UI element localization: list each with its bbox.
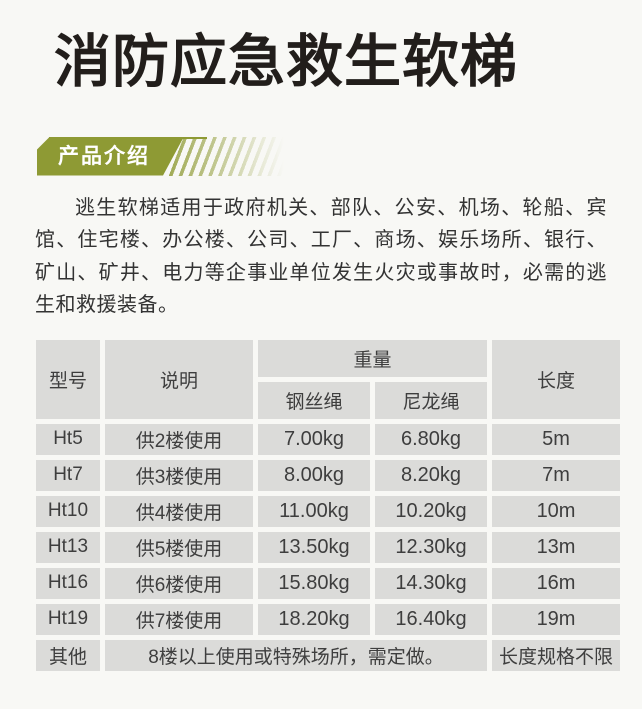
nylon-weight-cell: 6.80kg bbox=[375, 423, 488, 455]
description-cell: 供4楼使用 bbox=[105, 495, 253, 527]
description-cell: 供7楼使用 bbox=[105, 603, 253, 635]
model-cell: Ht19 bbox=[36, 603, 100, 635]
nylon-weight-cell: 16.40kg bbox=[375, 603, 488, 635]
spec-table-body: Ht5 供2楼使用 7.00kg 6.80kg 5m Ht7 供3楼使用 8.0… bbox=[36, 423, 621, 635]
footer-length-cell: 长度规格不限 bbox=[492, 639, 621, 671]
length-cell: 5m bbox=[492, 423, 621, 455]
model-cell: Ht13 bbox=[36, 531, 100, 563]
nylon-weight-cell: 8.20kg bbox=[375, 459, 488, 491]
header-row-1: 型号 说明 重量 长度 bbox=[36, 339, 621, 419]
banner-ribbon: 产品介绍 bbox=[37, 136, 184, 176]
table-row: Ht19 供7楼使用 18.20kg 16.40kg 19m bbox=[36, 603, 621, 635]
description-cell: 供5楼使用 bbox=[105, 531, 253, 563]
steel-weight-cell: 11.00kg bbox=[258, 495, 370, 527]
col-header-model: 型号 bbox=[36, 339, 100, 419]
banner-diagonal-stripes bbox=[164, 136, 284, 176]
description-cell: 供6楼使用 bbox=[105, 567, 253, 599]
footer-row: 其他 8楼以上使用或特殊场所，需定做。 长度规格不限 bbox=[36, 639, 621, 671]
nylon-weight-cell: 14.30kg bbox=[375, 567, 488, 599]
model-cell: Ht10 bbox=[36, 495, 100, 527]
col-header-weight-group: 重量 bbox=[258, 339, 488, 377]
model-cell: Ht7 bbox=[36, 459, 100, 491]
intro-paragraph: 逃生软梯适用于政府机关、部队、公安、机场、轮船、宾馆、住宅楼、办公楼、公司、工厂… bbox=[35, 196, 607, 317]
steel-weight-cell: 18.20kg bbox=[258, 603, 370, 635]
length-cell: 16m bbox=[492, 567, 621, 599]
spec-table-footer: 其他 8楼以上使用或特殊场所，需定做。 长度规格不限 bbox=[36, 639, 621, 671]
steel-weight-cell: 7.00kg bbox=[258, 423, 370, 455]
length-cell: 13m bbox=[492, 531, 621, 563]
footer-note-cell: 8楼以上使用或特殊场所，需定做。 bbox=[105, 639, 488, 671]
description-cell: 供3楼使用 bbox=[105, 459, 253, 491]
col-header-length: 长度 bbox=[492, 339, 621, 419]
steel-weight-cell: 8.00kg bbox=[258, 459, 370, 491]
col-header-description: 说明 bbox=[105, 339, 253, 419]
table-row: Ht13 供5楼使用 13.50kg 12.30kg 13m bbox=[36, 531, 621, 563]
table-row: Ht7 供3楼使用 8.00kg 8.20kg 7m bbox=[36, 459, 621, 491]
footer-model-cell: 其他 bbox=[36, 639, 100, 671]
table-row: Ht10 供4楼使用 11.00kg 10.20kg 10m bbox=[36, 495, 621, 527]
nylon-weight-cell: 10.20kg bbox=[375, 495, 488, 527]
col-header-nylon-rope: 尼龙绳 bbox=[375, 381, 488, 419]
spec-table-header: 型号 说明 重量 长度 钢丝绳 尼龙绳 bbox=[36, 339, 621, 419]
col-header-steel-rope: 钢丝绳 bbox=[258, 381, 370, 419]
length-cell: 10m bbox=[492, 495, 621, 527]
model-cell: Ht16 bbox=[36, 567, 100, 599]
table-row: Ht5 供2楼使用 7.00kg 6.80kg 5m bbox=[36, 423, 621, 455]
steel-weight-cell: 15.80kg bbox=[258, 567, 370, 599]
table-row: Ht16 供6楼使用 15.80kg 14.30kg 16m bbox=[36, 567, 621, 599]
length-cell: 7m bbox=[492, 459, 621, 491]
nylon-weight-cell: 12.30kg bbox=[375, 531, 488, 563]
spec-table: 型号 说明 重量 长度 钢丝绳 尼龙绳 Ht5 供2楼使用 7.00kg 6.8… bbox=[31, 335, 625, 676]
steel-weight-cell: 13.50kg bbox=[258, 531, 370, 563]
model-cell: Ht5 bbox=[36, 423, 100, 455]
description-cell: 供2楼使用 bbox=[105, 423, 253, 455]
section-banner: 产品介绍 bbox=[0, 136, 642, 176]
length-cell: 19m bbox=[492, 603, 621, 635]
page-title: 消防应急救生软梯 bbox=[54, 30, 518, 94]
header-row-2: 钢丝绳 尼龙绳 bbox=[36, 381, 620, 419]
section-title: 产品介绍 bbox=[58, 144, 150, 168]
